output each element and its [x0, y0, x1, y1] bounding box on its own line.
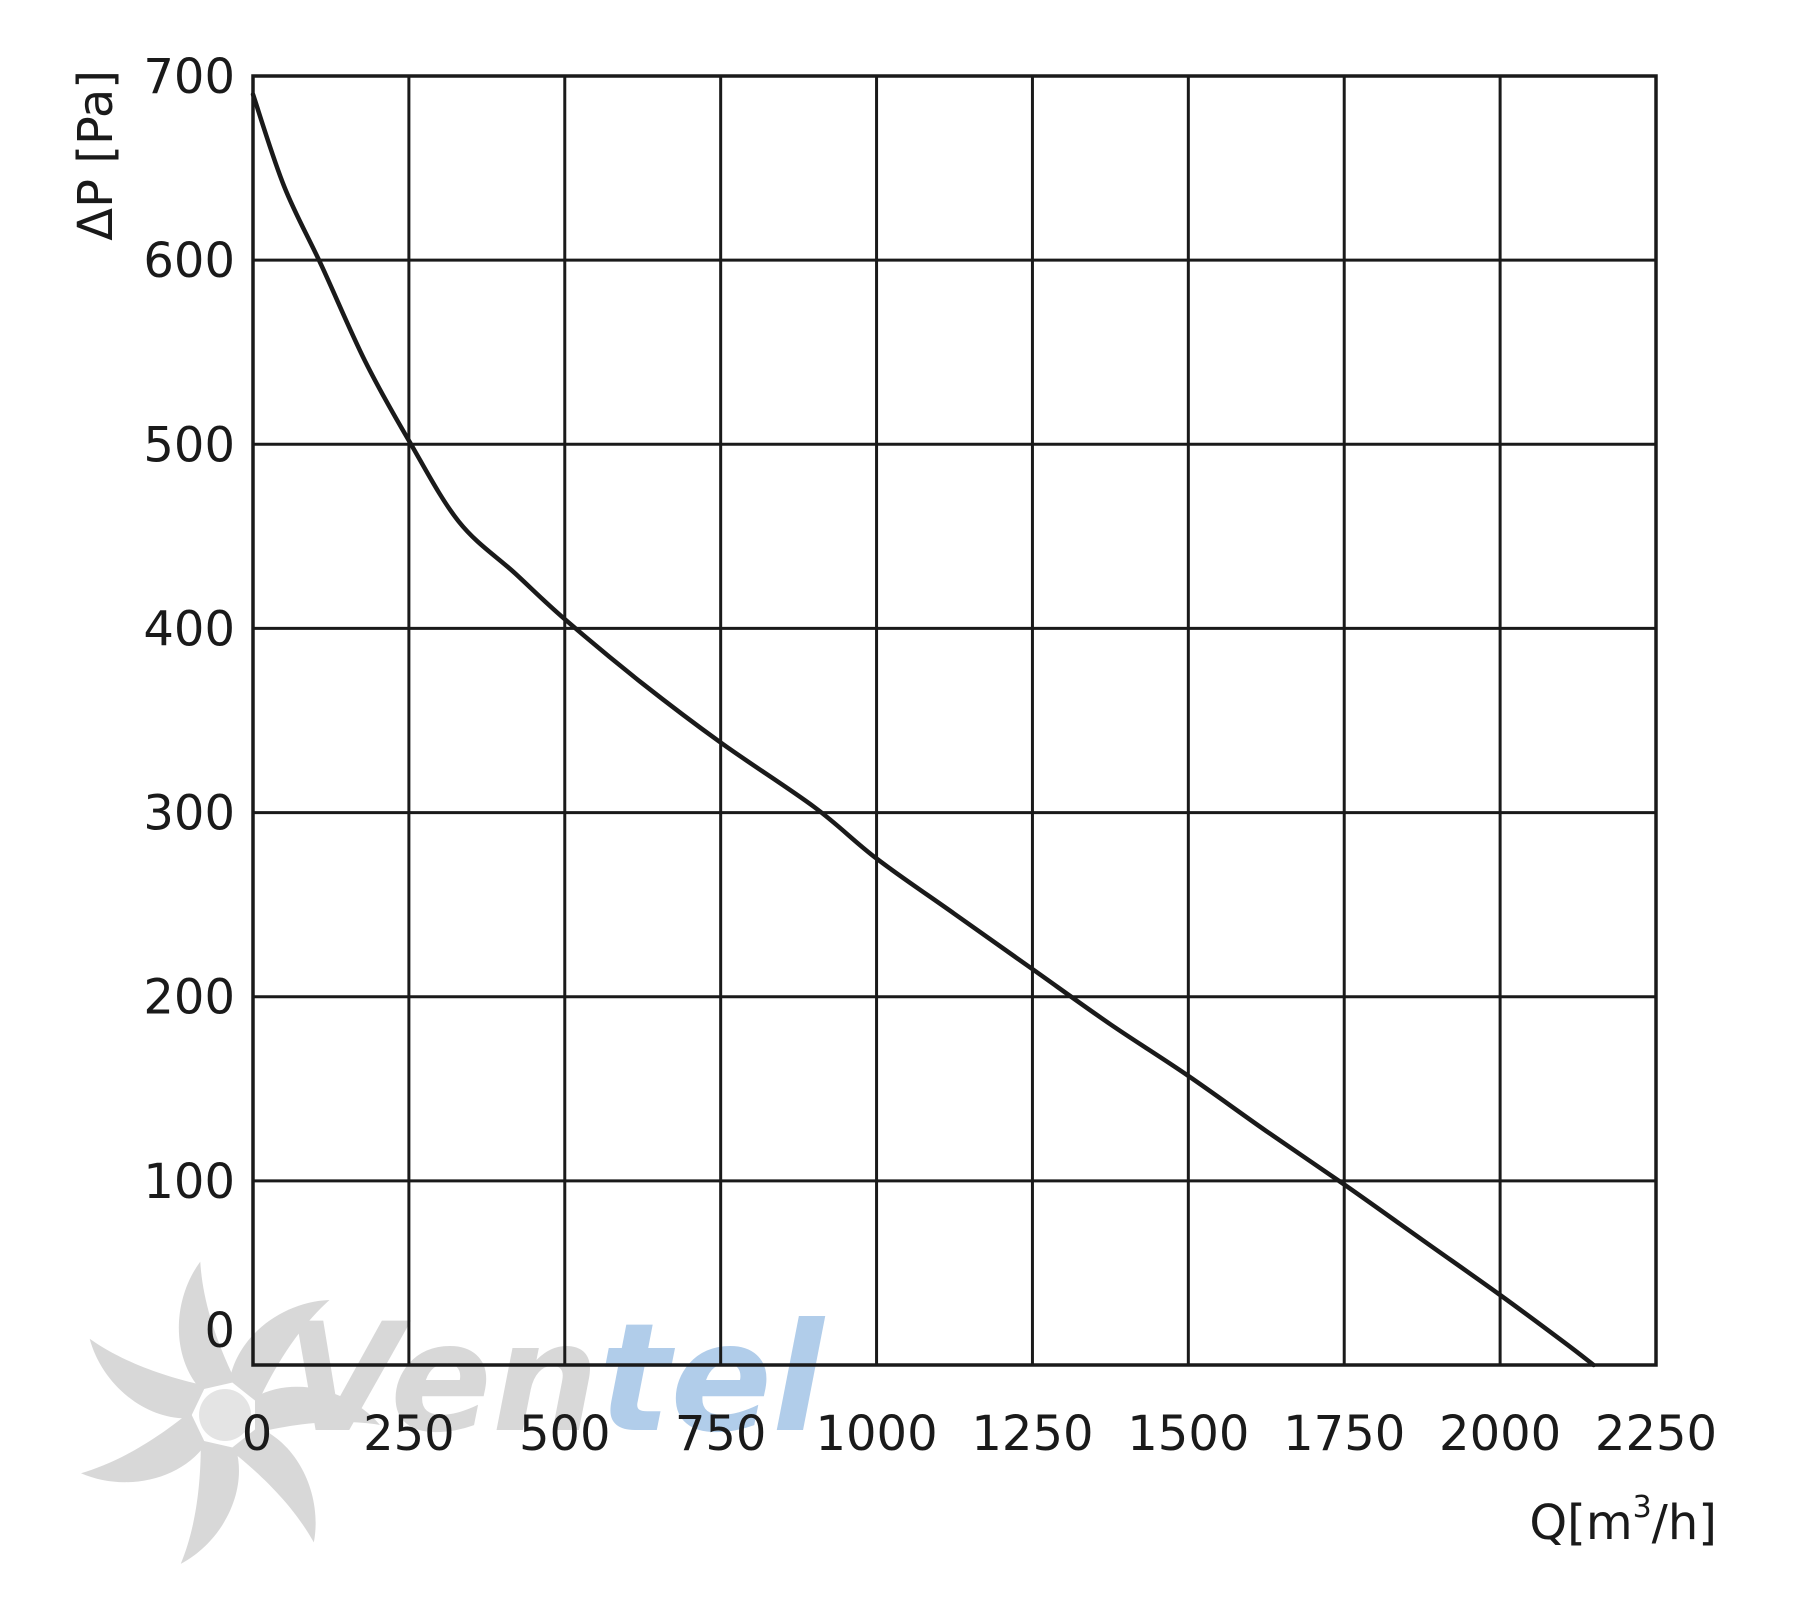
x-tick-label-0: 0 — [242, 1406, 273, 1462]
fan-blade-6 — [178, 1261, 236, 1390]
x-tick-label-1750: 1750 — [1283, 1406, 1405, 1462]
x-axis-label-suffix: /h] — [1652, 1495, 1717, 1551]
y-axis-ticks: 0 100 200 300 400 500 600 700 — [143, 49, 235, 1359]
y-tick-label-200: 200 — [143, 970, 235, 1026]
fan-blade-2 — [229, 1427, 316, 1543]
x-tick-label-2000: 2000 — [1439, 1406, 1561, 1462]
x-tick-label-1500: 1500 — [1127, 1406, 1249, 1462]
x-tick-label-750: 750 — [675, 1406, 767, 1462]
series-layer — [250, 92, 1596, 1368]
y-tick-label-500: 500 — [143, 417, 235, 473]
y-tick-label-700: 700 — [143, 49, 235, 105]
watermark-text: Ventel — [285, 1292, 826, 1466]
x-axis-ticks: 0 250 500 750 1000 1250 1500 1750 2000 2250 — [242, 1406, 1717, 1462]
series-line-1 — [250, 92, 1596, 1368]
fan-blade-5 — [89, 1338, 206, 1419]
grid — [251, 74, 1658, 1367]
fan-blade-1 — [255, 1386, 380, 1433]
fan-blade-4 — [81, 1411, 206, 1483]
y-tick-label-0: 0 — [204, 1303, 235, 1359]
x-axis-label-prefix: Q[m — [1529, 1495, 1632, 1551]
y-tick-label-300: 300 — [143, 786, 235, 842]
watermark-text-gray: Ven — [285, 1292, 599, 1466]
x-tick-label-1000: 1000 — [815, 1406, 937, 1462]
fan-blade-icon — [81, 1261, 380, 1564]
x-axis-label: Q[m3/h] — [1529, 1490, 1717, 1551]
x-axis-label-superscript: 3 — [1633, 1490, 1652, 1525]
x-tick-label-1250: 1250 — [971, 1406, 1093, 1462]
x-tick-label-2250: 2250 — [1595, 1406, 1717, 1462]
x-tick-label-250: 250 — [363, 1406, 455, 1462]
y-tick-label-400: 400 — [143, 601, 235, 657]
y-tick-label-600: 600 — [143, 233, 235, 289]
fan-blade-7 — [229, 1300, 330, 1403]
fan-blade-3 — [180, 1440, 239, 1564]
plot-frame — [251, 74, 1658, 1367]
watermark: Ventel — [81, 1261, 826, 1564]
y-axis-label: ΔP [Pa] — [68, 70, 124, 241]
watermark-text-blue: tel — [599, 1292, 826, 1466]
fan-hub — [199, 1389, 251, 1441]
x-tick-label-500: 500 — [519, 1406, 611, 1462]
y-tick-label-100: 100 — [143, 1154, 235, 1210]
